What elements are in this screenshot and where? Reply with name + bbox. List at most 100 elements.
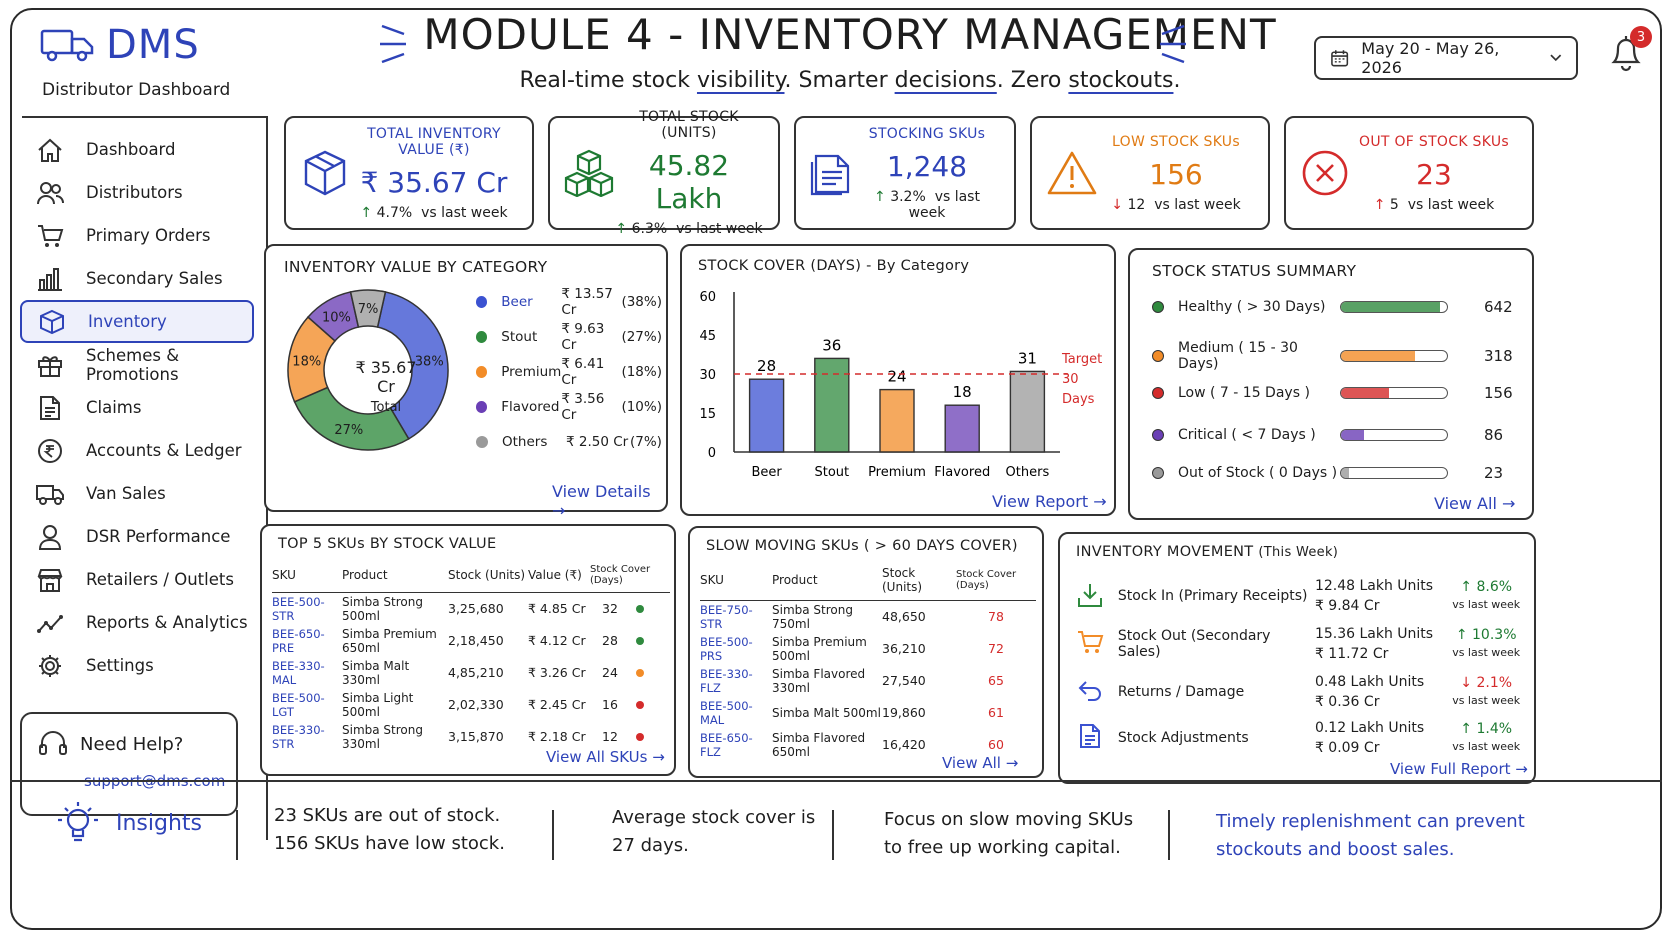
status-bar-fill	[1341, 351, 1416, 361]
table-row[interactable]: BEE-650-FLZ Simba Flavored 650ml 16,420 60	[700, 729, 1036, 761]
kpi-card-out-of-stock[interactable]: OUT OF STOCK SKUs 23 ↑ 5 vs last week	[1284, 116, 1534, 230]
table-row[interactable]: BEE-650-PRE Simba Premium 650ml 2,18,450 ₹ …	[272, 625, 670, 657]
legend-dot-icon	[476, 295, 488, 308]
insight-line: Timely replenishment can prevent	[1216, 811, 1525, 832]
sku-code[interactable]: BEE-750-STR	[700, 602, 753, 631]
sidebar-item-secondary-sales[interactable]: Secondary Sales	[20, 257, 254, 300]
sidebar-item-settings[interactable]: Settings	[20, 644, 254, 687]
sidebar-item-schemes[interactable]: Schemes & Promotions	[20, 343, 254, 386]
stock-status-row[interactable]: Low ( 7 - 15 Days ) 156	[1152, 384, 1522, 402]
bar-beer[interactable]	[748, 378, 785, 453]
table-row[interactable]: BEE-500-PRS Simba Premium 500ml 36,210 72	[700, 633, 1036, 665]
table-row[interactable]: BEE-330-STR Simba Strong 330ml 3,15,870 ₹ 2…	[272, 721, 670, 753]
bar-premium[interactable]	[879, 388, 915, 453]
help-box[interactable]: Need Help? support@dms.com	[20, 712, 238, 816]
view-full-report-link[interactable]: View Full Report →	[1390, 760, 1528, 778]
sku-code[interactable]: BEE-500-MAL	[700, 698, 753, 727]
sidebar-item-primary-orders[interactable]: Primary Orders	[20, 214, 254, 257]
stock-value: ₹ 3.26 Cr	[528, 665, 586, 680]
legend-value: ₹ 9.63 Cr	[561, 320, 605, 353]
bar-others[interactable]	[1009, 370, 1046, 453]
x-tick-label: Flavored	[934, 465, 990, 480]
sku-code[interactable]: BEE-330-MAL	[272, 658, 325, 687]
movement-units: 0.12 Lakh Units	[1314, 720, 1425, 736]
status-label: Healthy ( > 30 Days)	[1178, 299, 1326, 315]
table-row[interactable]: BEE-750-STR Simba Strong 750ml 48,650 78	[700, 601, 1036, 633]
kpi-card-total-stock[interactable]: TOTAL STOCK (UNITS) 45.82 Lakh ↑ 6.3% vs…	[548, 109, 780, 237]
sidebar-item-label: Schemes & Promotions	[86, 345, 180, 384]
donut-slice-others[interactable]	[349, 289, 387, 328]
sku-code[interactable]: BEE-650-PRE	[272, 626, 325, 655]
view-report-link[interactable]: View Report →	[992, 492, 1107, 511]
sidebar-item-dsr-performance[interactable]: DSR Performance	[20, 515, 254, 558]
stock-units: 3,25,680	[448, 601, 504, 617]
sku-code[interactable]: BEE-500-PRS	[700, 634, 753, 663]
table-row[interactable]: BEE-500-LGT Simba Light 500ml 2,02,330 ₹ 2.…	[272, 689, 670, 721]
kpi-card-inventory-value[interactable]: TOTAL INVENTORY VALUE (₹) ₹ 35.67 Cr ↑ 4…	[284, 116, 534, 230]
arrow-right-icon: →	[552, 501, 566, 520]
sidebar-item-label: Inventory	[88, 312, 167, 331]
sidebar-item-van-sales[interactable]: Van Sales	[20, 472, 254, 515]
movement-row[interactable]: Stock Adjustments 0.12 Lakh Units ₹ 0.09 C…	[1076, 716, 1526, 760]
stock-status-row[interactable]: Critical ( < 7 Days ) 86	[1152, 426, 1522, 444]
sidebar-item-dashboard[interactable]: Dashboard	[20, 128, 254, 171]
sidebar-item-label: Reports & Analytics	[86, 613, 248, 632]
document-icon	[1076, 723, 1118, 753]
sku-code[interactable]: BEE-650-FLZ	[700, 730, 753, 759]
legend-name: Flavored	[501, 398, 560, 415]
app-logo[interactable]: DMS	[40, 22, 200, 68]
view-all-skus-link[interactable]: View All SKUs →	[546, 748, 665, 766]
date-range-picker[interactable]: May 20 - May 26, 2026	[1314, 36, 1578, 80]
sidebar-item-retailers[interactable]: Retailers / Outlets	[20, 558, 254, 601]
subtitle-emphasis: visibility	[696, 68, 785, 93]
table-row[interactable]: BEE-330-MAL Simba Malt 330ml 4,85,210 ₹ 3.2…	[272, 657, 670, 689]
movement-delta: ↑ 8.6% vs last week	[1446, 578, 1526, 614]
y-tick-label: 15	[699, 407, 716, 422]
stock-cover: 28	[590, 625, 670, 657]
sidebar-item-distributors[interactable]: Distributors	[20, 171, 254, 214]
sidebar-item-accounts[interactable]: Accounts & Ledger	[20, 429, 254, 472]
kpi-value: 1,248	[886, 149, 968, 183]
movement-row[interactable]: Returns / Damage 0.48 Lakh Units ₹ 0.36 Cr…	[1076, 670, 1526, 714]
panel-title: TOP 5 SKUs BY STOCK VALUE	[278, 536, 497, 552]
sidebar-item-claims[interactable]: Claims	[20, 386, 254, 429]
slow-moving-table: SKU Product Stock (Units) Stock Cover (D…	[700, 566, 1036, 761]
table-row[interactable]: BEE-330-FLZ Simba Flavored 330ml 27,540 65	[700, 665, 1036, 697]
status-label: Low ( 7 - 15 Days )	[1178, 385, 1310, 401]
kpi-card-stocking-skus[interactable]: STOCKING SKUs 1,248 ↑ 3.2% vs last week	[794, 116, 1016, 230]
cover-days: 12	[602, 729, 618, 744]
view-all-status-link[interactable]: View All →	[1434, 494, 1515, 513]
view-all-slow-link[interactable]: View All →	[942, 754, 1018, 772]
sku-code[interactable]: BEE-330-STR	[272, 722, 325, 751]
kpi-delta: ↑ 5 vs last week	[1350, 197, 1518, 213]
kpi-value: 156	[1149, 157, 1203, 191]
movement-row[interactable]: Stock Out (Secondary Sales) 15.36 Lakh Un…	[1076, 622, 1526, 666]
stock-status-row[interactable]: Healthy ( > 30 Days) 642	[1152, 298, 1522, 316]
kpi-card-low-stock[interactable]: LOW STOCK SKUs 156 ↓ 12 vs last week	[1030, 116, 1270, 230]
bar-stout[interactable]	[814, 357, 850, 453]
bell-icon[interactable]	[1608, 30, 1644, 74]
donut-slice-stout[interactable]	[293, 386, 410, 451]
donut-slice-beer[interactable]	[376, 291, 449, 440]
bar-flavored[interactable]	[944, 404, 980, 453]
subtitle-text: . Zero	[996, 68, 1069, 93]
sku-code[interactable]: BEE-330-FLZ	[700, 666, 753, 695]
table-row[interactable]: BEE-500-MAL Simba Malt 500ml 19,860 61	[700, 697, 1036, 729]
movement-row[interactable]: Stock In (Primary Receipts) 12.48 Lakh Un…	[1076, 574, 1526, 618]
table-row[interactable]: BEE-500-STR Simba Strong 500ml 3,25,680 ₹ 4…	[272, 593, 670, 625]
notification-badge: 3	[1630, 26, 1652, 48]
stock-units: 48,650	[882, 609, 926, 625]
stock-cover: 24	[590, 657, 670, 689]
legend-item: Flavored ₹ 3.56 Cr (10%)	[476, 389, 662, 424]
sidebar-item-inventory[interactable]: Inventory	[20, 300, 254, 343]
stock-status-row[interactable]: Medium ( 15 - 30 Days) 318	[1152, 340, 1522, 372]
stock-status-row[interactable]: Out of Stock ( 0 Days ) 23	[1152, 464, 1522, 482]
movement-delta-suffix: vs last week	[1452, 694, 1521, 707]
sku-code[interactable]: BEE-500-LGT	[272, 690, 325, 719]
chevron-down-icon	[1550, 54, 1562, 62]
sidebar-item-reports[interactable]: Reports & Analytics	[20, 601, 254, 644]
sku-code[interactable]: BEE-500-STR	[272, 594, 325, 623]
legend-item: Beer ₹ 13.57 Cr (38%)	[476, 284, 662, 319]
sidebar-divider	[22, 116, 268, 118]
view-details-link[interactable]: View Details →	[552, 482, 666, 520]
